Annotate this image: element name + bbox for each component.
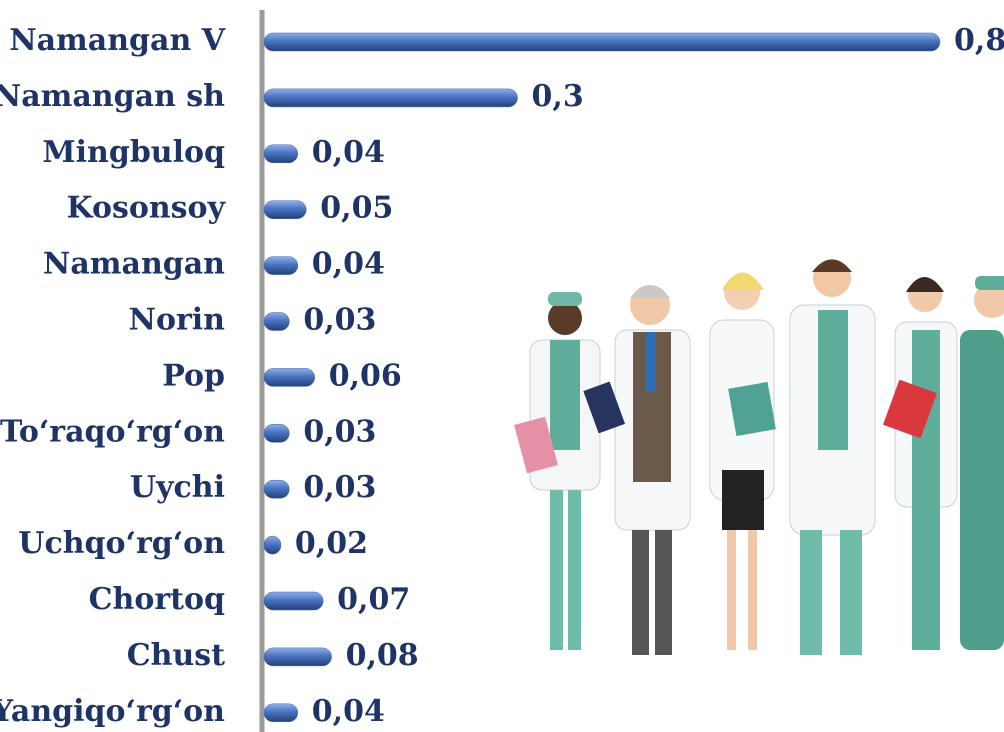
doctor xyxy=(960,276,1004,650)
category-label: Mingbuloq xyxy=(42,135,225,170)
category-label: Uchqo‘rg‘on xyxy=(18,526,225,561)
category-label: Kosonsoy xyxy=(67,191,227,226)
value-label: 0,07 xyxy=(337,582,410,617)
bar xyxy=(263,591,324,611)
category-label: Chust xyxy=(127,638,225,673)
category-label: Chortoq xyxy=(89,582,225,617)
value-label: 0,06 xyxy=(329,358,402,393)
category-label: Namangan sh xyxy=(0,79,225,114)
bar xyxy=(263,479,290,499)
value-label: 0,08 xyxy=(346,638,419,673)
value-label: 0,03 xyxy=(303,470,376,505)
bar xyxy=(263,200,307,219)
bar xyxy=(263,88,518,108)
value-label: 0,3 xyxy=(532,79,584,114)
category-label: Pop xyxy=(162,358,225,393)
bar xyxy=(263,32,941,52)
value-label: 0,04 xyxy=(312,247,385,282)
value-label: 0,04 xyxy=(312,694,385,729)
value-label: 0,8 xyxy=(954,23,1004,58)
value-label: 0,03 xyxy=(303,303,376,338)
doctor xyxy=(583,285,691,655)
category-label: Yangiqo‘rg‘on xyxy=(0,694,225,729)
bar xyxy=(263,424,290,443)
doctor xyxy=(514,292,601,650)
bar xyxy=(263,368,315,387)
bar xyxy=(263,256,299,275)
category-label: Namangan xyxy=(43,247,225,282)
bar xyxy=(263,312,290,331)
category-label: Norin xyxy=(129,303,226,338)
value-label: 0,05 xyxy=(320,191,393,226)
category-label: Uychi xyxy=(130,470,225,505)
illustration xyxy=(514,259,1004,655)
bar xyxy=(263,703,299,723)
value-label: 0,03 xyxy=(303,414,376,449)
value-label: 0,02 xyxy=(295,526,368,561)
doctor xyxy=(709,272,776,650)
category-label: Namangan V xyxy=(9,23,226,58)
category-label: To‘raqo‘rg‘on xyxy=(0,414,225,449)
bar xyxy=(263,535,282,555)
bar xyxy=(263,144,299,164)
bar xyxy=(263,647,332,667)
value-label: 0,04 xyxy=(312,135,385,170)
doctor xyxy=(789,259,876,655)
doctor xyxy=(882,277,958,650)
